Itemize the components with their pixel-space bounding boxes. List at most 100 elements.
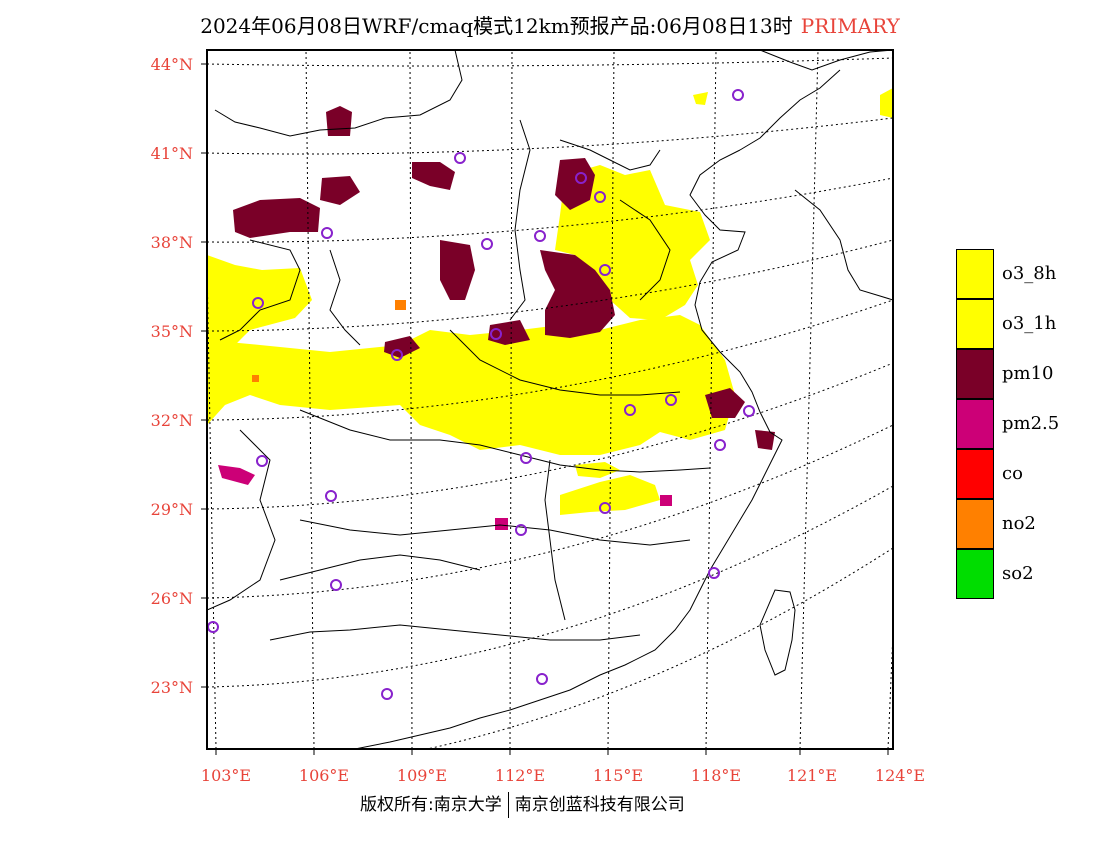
station-marker	[520, 452, 532, 464]
pm10-west-block	[233, 198, 320, 238]
meridian-109	[409, 50, 413, 749]
coastline-bohai	[354, 149, 783, 749]
border-northeast	[759, 50, 893, 71]
lon-label-124: 124°E	[874, 766, 926, 785]
parallel-38	[207, 177, 893, 243]
pm25-hunan	[495, 518, 508, 530]
station-marker	[454, 152, 466, 164]
province-north-west	[329, 249, 361, 346]
station-markers	[207, 89, 755, 700]
footer-divider	[507, 792, 509, 818]
lat-label-35: 35°N	[150, 322, 193, 341]
taiwan	[759, 589, 796, 676]
pm10-northwest-b	[320, 176, 360, 205]
title-main: 2024年06月08日WRF/cmaq模式12km预报产品:06月08日13时	[200, 14, 793, 38]
no2-spot-b	[252, 375, 259, 382]
coastline-liaodong	[739, 69, 841, 151]
province-yunnan-guizhou	[279, 554, 481, 581]
legend-swatch	[956, 399, 994, 449]
station-marker	[665, 394, 677, 406]
station-marker	[624, 404, 636, 416]
station-marker	[599, 502, 611, 514]
station-marker	[732, 89, 744, 101]
title-pollutant: PRIMARY	[800, 14, 900, 38]
legend-swatch	[956, 499, 994, 549]
station-marker	[599, 264, 611, 276]
lat-label-41: 41°N	[150, 144, 193, 163]
o3-inner-mongolia	[693, 92, 708, 105]
parallel-20	[424, 547, 893, 749]
no2-field	[252, 300, 406, 382]
pm10-shanxi	[555, 158, 595, 210]
lat-label-29: 29°N	[150, 500, 193, 519]
legend-swatch	[956, 349, 994, 399]
station-marker	[325, 490, 337, 502]
border-mongolia	[214, 50, 463, 137]
lat-label-32: 32°N	[150, 411, 193, 430]
pm10-jiangsu	[705, 388, 745, 418]
station-marker	[252, 297, 264, 309]
station-marker	[330, 579, 342, 591]
station-marker	[256, 455, 268, 467]
pm10-central	[488, 320, 530, 345]
lon-label-103: 103°E	[200, 766, 252, 785]
province-shaanxi-shanxi	[509, 119, 531, 321]
province-qinghai	[219, 239, 301, 341]
province-shandong	[619, 199, 671, 301]
copyright-owner: 版权所有:南京大学	[360, 795, 502, 815]
meridian-112	[509, 50, 513, 749]
legend-label: o3_1h	[1002, 313, 1057, 334]
lon-label-112: 112°E	[494, 766, 546, 785]
boundaries	[207, 50, 893, 749]
pm25-jiangxi	[660, 495, 672, 506]
legend-swatch	[956, 549, 994, 599]
parallel-26	[207, 424, 893, 599]
station-marker	[594, 191, 606, 203]
pm10-north-china-core	[540, 250, 615, 338]
province-yangtze	[299, 409, 711, 473]
province-hunan-jiangxi	[544, 459, 566, 621]
pm25-field	[218, 465, 672, 530]
lat-label-38: 38°N	[150, 233, 193, 252]
legend-swatch	[956, 299, 994, 349]
legend-label: o3_8h	[1002, 263, 1057, 284]
station-marker	[708, 567, 720, 579]
station-marker	[490, 328, 502, 340]
o3-northeast-edge	[880, 88, 893, 118]
province-south	[299, 519, 691, 546]
lon-label-109: 109°E	[396, 766, 448, 785]
legend-label: pm10	[1002, 363, 1054, 384]
station-marker	[714, 439, 726, 451]
lat-label-26: 26°N	[150, 589, 193, 608]
station-marker	[536, 673, 548, 685]
legend-label: so2	[1002, 563, 1034, 584]
legend-swatch	[956, 449, 994, 499]
legend-label: pm2.5	[1002, 413, 1060, 434]
copyright-footer: 版权所有:南京大学 南京创蓝科技有限公司	[360, 790, 685, 818]
province-sichuan	[207, 429, 276, 611]
axis-ticks	[201, 63, 889, 755]
meridian-121	[799, 50, 819, 749]
station-marker	[391, 349, 403, 361]
station-marker	[515, 524, 527, 536]
map-frame	[206, 49, 894, 750]
lat-label-23: 23°N	[150, 678, 193, 697]
legend-label: co	[1002, 463, 1023, 484]
lon-label-106: 106°E	[298, 766, 350, 785]
parallel-29	[207, 362, 893, 510]
pm10-zhejiang	[755, 430, 775, 450]
legend-swatch	[956, 249, 994, 299]
coastline-korea	[794, 189, 893, 301]
province-henan-hubei	[449, 329, 681, 396]
lon-label-121: 121°E	[786, 766, 838, 785]
province-hebei	[559, 139, 661, 171]
pm10-hetao	[412, 162, 455, 190]
meridian-118	[705, 50, 717, 749]
station-marker	[481, 238, 493, 250]
meridian-115	[607, 50, 615, 749]
o3-central-belt	[207, 315, 735, 455]
meridian-106	[305, 50, 315, 749]
lon-label-115: 115°E	[592, 766, 644, 785]
station-marker	[381, 688, 393, 700]
